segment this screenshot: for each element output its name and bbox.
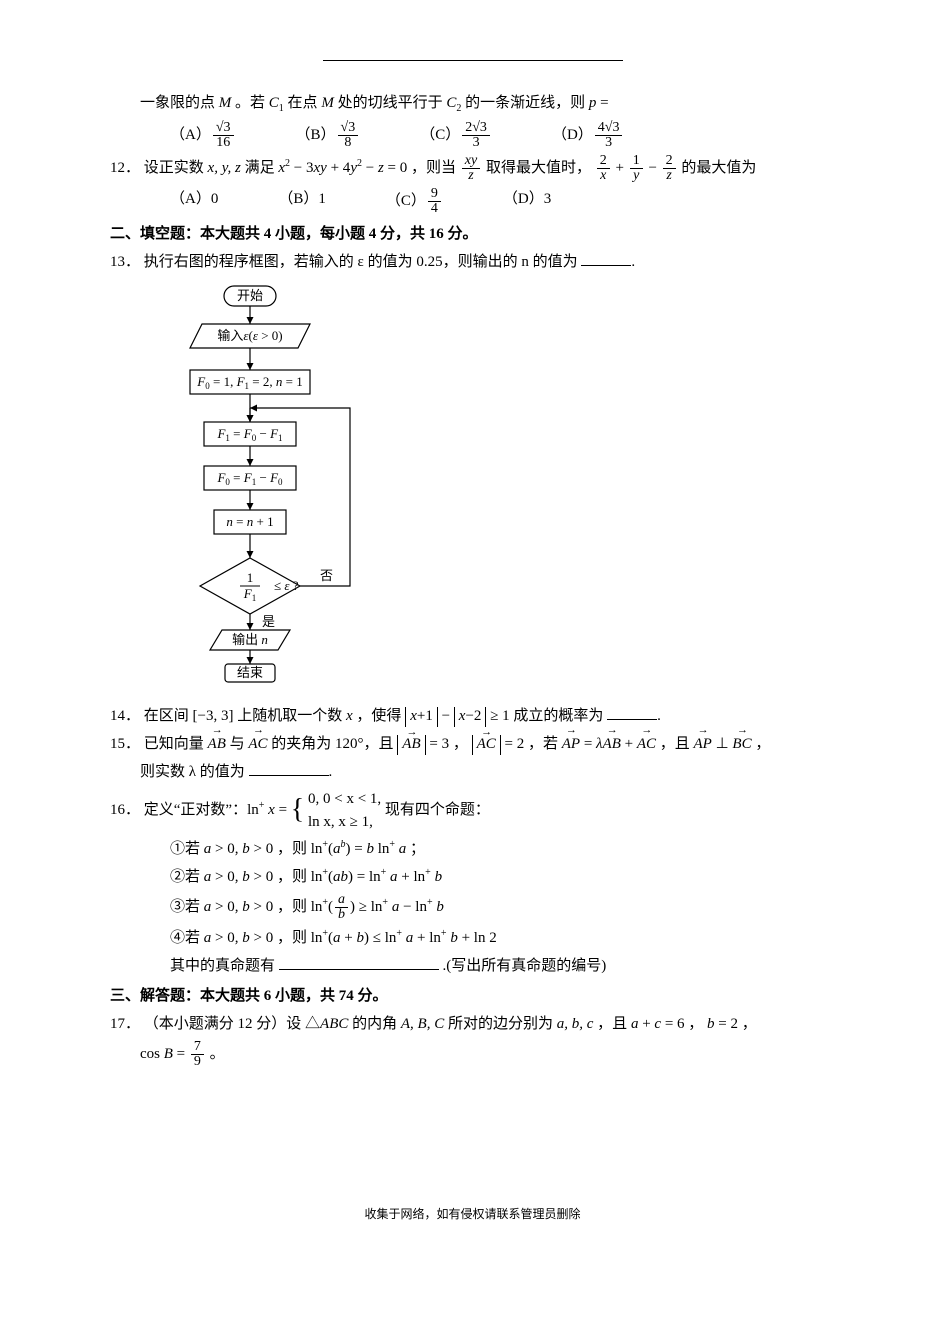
q17-line-2: cos B = 79 。 xyxy=(110,1040,835,1069)
q12-line: 12． 设正实数 x, y, z 满足 x2 − 3xy + 4y2 − z =… xyxy=(110,154,835,183)
q16-line-def: 16． 定义“正对数”：ln+ x = { 0, 0 < x < 1, ln x… xyxy=(110,788,835,833)
q12-num: 12． xyxy=(110,160,140,176)
q17-text-a: （本小题满分 12 分）设 △ABC 的内角 A, B, C 所对的边分别为 a… xyxy=(144,1016,757,1032)
page: 一象限的点 M 。若 C1 在点 M 处的切线平行于 C2 的一条渐近线，则 p… xyxy=(0,0,945,1240)
svg-text:输入ε(ε > 0): 输入ε(ε > 0) xyxy=(217,328,282,343)
q16-p2: ②若 a > 0, b > 0 ，则 ln+(ab) = ln+ a + ln+… xyxy=(110,865,835,889)
q11-options: （A）√316 （B）√38 （C）2√33 （D）4√33 xyxy=(110,121,835,150)
q16-c: 其中的真命题有 xyxy=(170,958,275,974)
svg-text:1: 1 xyxy=(247,570,254,585)
q16-p1: ①若 a > 0, b > 0 ，则 ln+(ab) = b ln+ a ； xyxy=(110,837,835,861)
svg-text:是: 是 xyxy=(262,614,275,629)
q11-tail-text: 一象限的点 M 。若 C1 在点 M 处的切线平行于 C2 的一条渐近线，则 p… xyxy=(140,95,609,111)
svg-text:输出 n: 输出 n xyxy=(232,632,268,647)
q15-text-b: 则实数 λ 的值为 xyxy=(140,764,245,780)
q13-blank xyxy=(581,251,631,266)
q11-tail-line: 一象限的点 M 。若 C1 在点 M 处的切线平行于 C2 的一条渐近线，则 p… xyxy=(110,91,835,117)
q12-opt-c: （C）94 xyxy=(386,187,443,216)
q17-num: 17． xyxy=(110,1016,140,1032)
svg-text:开始: 开始 xyxy=(237,288,263,303)
q12-opt-a: （A）0 xyxy=(170,187,218,216)
q15-text-a: 已知向量 AB 与 AC 的夹角为 120°，且 AB = 3 ， AC = 2… xyxy=(144,736,771,752)
q16-num: 16． xyxy=(110,802,140,818)
q15-num: 15． xyxy=(110,736,140,752)
q12-text: 设正实数 x, y, z 满足 x2 − 3xy + 4y2 − z = 0 ，… xyxy=(144,160,757,176)
q17-line-1: 17． （本小题满分 12 分）设 △ABC 的内角 A, B, C 所对的边分… xyxy=(110,1012,835,1036)
q11-opt-c: （C）2√33 xyxy=(420,121,492,150)
footer-text: 收集于网络，如有侵权请联系管理员删除 xyxy=(0,1205,945,1222)
q14-num: 14． xyxy=(110,708,140,724)
q12-options: （A）0 （B）1 （C）94 （D）3 xyxy=(110,187,835,216)
q12-opt-b: （B）1 xyxy=(278,187,326,216)
q12-opt-d: （D）3 xyxy=(503,187,551,216)
svg-text:≤ ε ?: ≤ ε ? xyxy=(274,578,299,593)
q11-opt-d: （D）4√33 xyxy=(552,121,625,150)
q15-blank xyxy=(249,761,329,776)
q15-line-1: 15． 已知向量 AB 与 AC 的夹角为 120°，且 AB = 3 ， AC… xyxy=(110,732,835,756)
flowchart: 开始 输入ε(ε > 0) F0 = 1, F1 = 2, n = 1 F1 =… xyxy=(150,284,410,694)
q16-def: 定义“正对数”：ln+ x = { 0, 0 < x < 1, ln x, x … xyxy=(144,802,490,818)
svg-text:F0 = 1, F1 = 2, n = 1: F0 = 1, F1 = 2, n = 1 xyxy=(196,374,302,391)
q13-line: 13． 执行右图的程序框图，若输入的 ε 的值为 0.25，则输出的 n 的值为… xyxy=(110,250,835,274)
q16-d: .(写出所有真命题的编号) xyxy=(443,958,607,974)
top-rule xyxy=(323,60,623,61)
q13-num: 13． xyxy=(110,254,140,270)
q11-opt-a: （A）√316 xyxy=(170,121,236,150)
q15-line-2: 则实数 λ 的值为 . xyxy=(110,760,835,784)
svg-text:n = n + 1: n = n + 1 xyxy=(226,514,273,529)
section-2-heading: 二、填空题：本大题共 4 小题，每小题 4 分，共 16 分。 xyxy=(110,222,835,246)
q16-blank xyxy=(279,955,439,970)
q16-p3: ③若 a > 0, b > 0 ，则 ln+(ab) ≥ ln+ a − ln+… xyxy=(110,893,835,922)
section-3-heading: 三、解答题：本大题共 6 小题，共 74 分。 xyxy=(110,984,835,1008)
svg-text:结束: 结束 xyxy=(237,665,263,680)
q13-text: 执行右图的程序框图，若输入的 ε 的值为 0.25，则输出的 n 的值为 xyxy=(144,254,578,270)
q11-opt-b: （B）√38 xyxy=(296,121,361,150)
svg-text:否: 否 xyxy=(320,568,333,583)
q16-ans-line: 其中的真命题有 .(写出所有真命题的编号) xyxy=(110,954,835,978)
q14-blank xyxy=(607,705,657,720)
q16-p4: ④若 a > 0, b > 0 ，则 ln+(a + b) ≤ ln+ a + … xyxy=(110,926,835,950)
